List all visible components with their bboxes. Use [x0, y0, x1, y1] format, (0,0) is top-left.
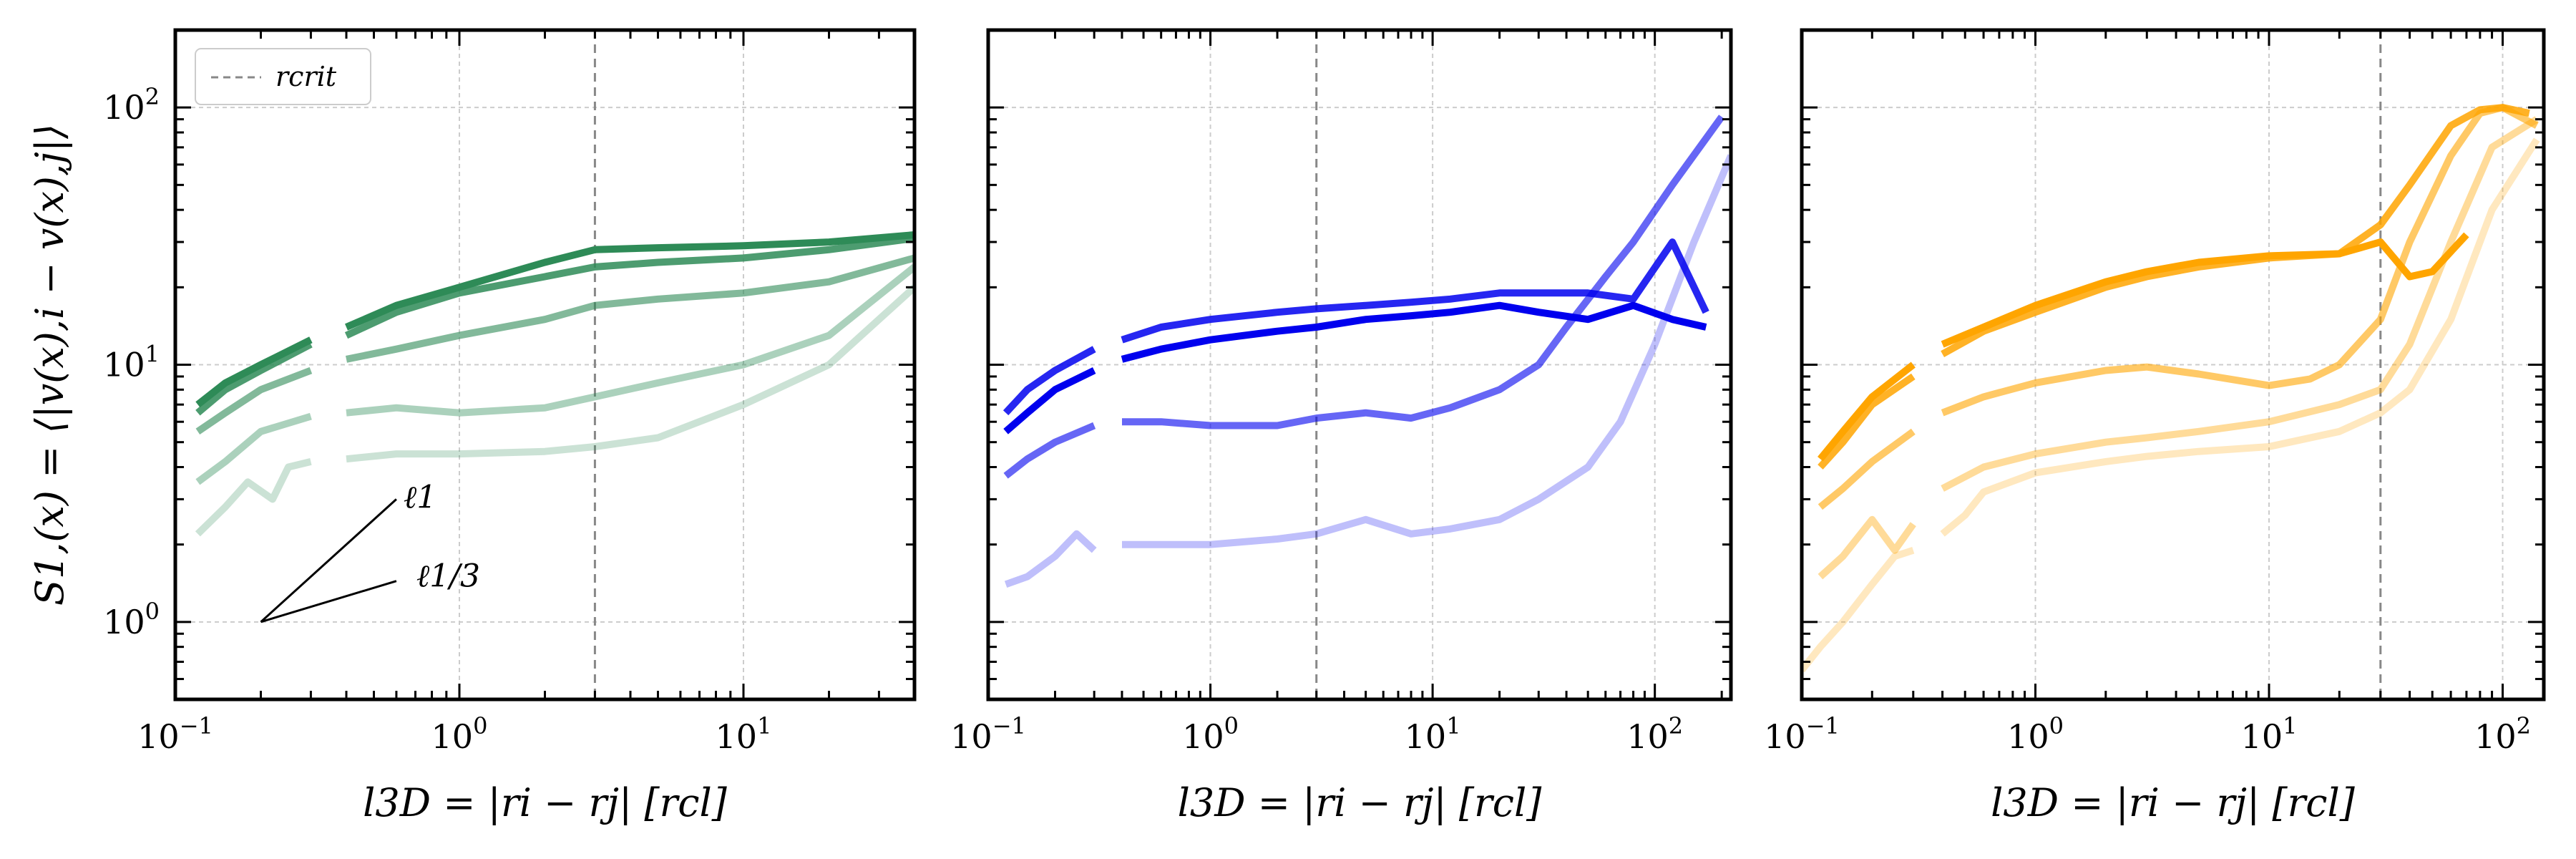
series-line-5-a	[1802, 546, 1915, 673]
slope-label-1: ℓ1	[404, 479, 436, 515]
x-tick-label: 101	[1405, 712, 1461, 756]
series-line-5-a	[195, 458, 312, 537]
slope-guides: ℓ1 ℓ1/3	[260, 479, 480, 623]
x-tick-label: 100	[431, 712, 488, 756]
y-axis-label: S1,(x) = ⟨|v(x),i − v(x),j|⟩	[27, 124, 72, 606]
series-line-1-b	[1121, 301, 1707, 363]
series-line-2-b	[1941, 104, 2530, 357]
y-tick-label: 100	[103, 598, 160, 641]
x-tick-label: 100	[1182, 712, 1239, 756]
panel-left: 10−1 100 101 100 101 102 l3D = |ri − rj| [rcl]…	[27, 28, 917, 825]
series-line-2-b	[344, 234, 914, 339]
x-tick-label: 102	[2474, 712, 2531, 756]
grid	[1802, 30, 2544, 699]
x-axis-label: l3D = |ri − rj| [rcl]	[363, 780, 728, 825]
series-group	[195, 231, 914, 537]
series-line-3-b	[1941, 104, 2539, 417]
slope-line-1-3	[260, 580, 397, 623]
series-line-4-a	[1818, 515, 1916, 580]
series-line-2-a	[1818, 373, 1916, 470]
series-line-5-b	[1940, 137, 2540, 537]
x-tick-label: 10−1	[1764, 712, 1840, 756]
series-line-3-a	[195, 367, 313, 435]
series-line-4-a	[1004, 530, 1097, 588]
series-line-1-a	[1818, 361, 1916, 462]
slope-line-1	[260, 498, 397, 623]
slope-label-1-3: ℓ1/3	[416, 558, 480, 595]
legend-label: rcrit	[275, 61, 337, 92]
y-tick-label: 101	[103, 341, 160, 384]
series-line-3-a	[1003, 422, 1096, 479]
series-line-1-a	[195, 336, 313, 408]
x-tick-label: 101	[716, 712, 772, 756]
series-line-1-a	[1003, 367, 1096, 435]
x-tick-label: 101	[2241, 712, 2298, 756]
ticks	[174, 29, 916, 701]
legend-box	[195, 48, 371, 105]
panel-right: 10−1 100 101 102 l3D = |ri − rj| [rcl]	[1764, 28, 2546, 825]
panel-middle: 10−1 100 101 102 l3D = |ri − rj| [rcl]	[950, 28, 1733, 825]
series-group	[1002, 115, 1731, 588]
series-line-3-b	[346, 254, 914, 363]
y-tick-label: 102	[103, 83, 160, 127]
x-tick-label: 102	[1626, 712, 1683, 756]
series-line-2-b	[1121, 238, 1709, 344]
series-line-3-b	[1122, 115, 1725, 430]
series-line-2-a	[195, 341, 313, 416]
grid	[175, 30, 914, 699]
series-line-4-b	[1122, 154, 1731, 548]
x-axis-label: l3D = |ri − rj| [rcl]	[1178, 780, 1543, 825]
series-line-3-a	[1818, 428, 1916, 510]
series-line-1-b	[345, 231, 914, 331]
series-line-4-b	[1941, 116, 2539, 492]
series-line-4-b	[346, 263, 914, 417]
x-axis-label: l3D = |ri − rj| [rcl]	[1991, 780, 2356, 825]
ticks	[987, 29, 1731, 701]
series-line-1-b	[1941, 232, 2469, 348]
legend: rcrit	[195, 48, 371, 105]
series-group	[1802, 104, 2540, 673]
ticks	[1800, 29, 2544, 701]
x-tick-label: 100	[2007, 712, 2064, 756]
grid	[988, 30, 1731, 699]
series-line-2-a	[1002, 346, 1096, 416]
series-line-4-a	[195, 412, 312, 485]
x-tick-label: 10−1	[137, 712, 213, 756]
series-line-5-b	[346, 284, 914, 463]
x-tick-label: 10−1	[950, 712, 1026, 756]
